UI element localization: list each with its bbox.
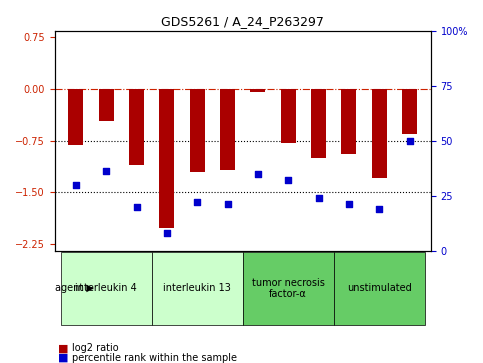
Title: GDS5261 / A_24_P263297: GDS5261 / A_24_P263297	[161, 15, 324, 28]
Bar	[281, 89, 296, 143]
Point	[375, 206, 383, 212]
Text: tumor necrosis
factor-α: tumor necrosis factor-α	[252, 278, 325, 299]
FancyBboxPatch shape	[242, 252, 334, 325]
Point	[284, 178, 292, 183]
FancyBboxPatch shape	[152, 252, 242, 325]
Point	[345, 201, 353, 207]
Point	[133, 204, 141, 209]
Text: log2 ratio: log2 ratio	[72, 343, 119, 354]
Bar	[341, 89, 356, 154]
Point	[163, 230, 170, 236]
Bar	[311, 89, 326, 158]
Point	[193, 199, 201, 205]
Point	[406, 138, 413, 143]
Bar	[371, 89, 387, 179]
Text: ■: ■	[58, 343, 69, 354]
Text: ■: ■	[58, 352, 69, 363]
Point	[102, 168, 110, 174]
FancyBboxPatch shape	[334, 252, 425, 325]
Bar	[129, 89, 144, 165]
Bar	[250, 89, 266, 93]
Text: interleukin 13: interleukin 13	[163, 284, 231, 293]
Bar	[402, 89, 417, 134]
Text: interleukin 4: interleukin 4	[75, 284, 137, 293]
FancyBboxPatch shape	[61, 252, 152, 325]
Text: agent ▶: agent ▶	[55, 284, 94, 293]
Bar	[190, 89, 205, 172]
Bar	[220, 89, 235, 170]
Point	[72, 182, 80, 188]
Point	[254, 171, 262, 176]
Text: percentile rank within the sample: percentile rank within the sample	[72, 352, 238, 363]
Bar	[159, 89, 174, 228]
Point	[224, 201, 231, 207]
Text: unstimulated: unstimulated	[347, 284, 412, 293]
Bar	[99, 89, 114, 121]
Bar	[68, 89, 84, 146]
Point	[314, 195, 322, 201]
